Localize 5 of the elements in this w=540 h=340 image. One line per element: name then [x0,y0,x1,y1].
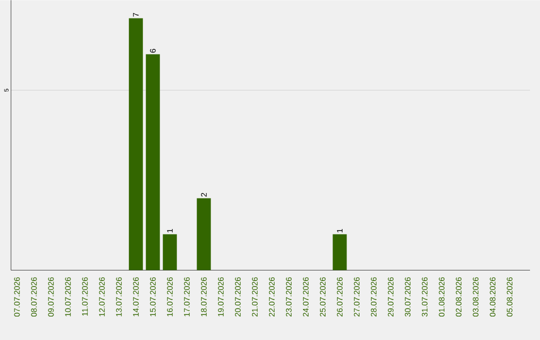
bar [332,234,347,270]
bar [128,18,143,270]
bar [146,54,160,270]
bar [162,234,177,270]
bar [196,198,211,270]
